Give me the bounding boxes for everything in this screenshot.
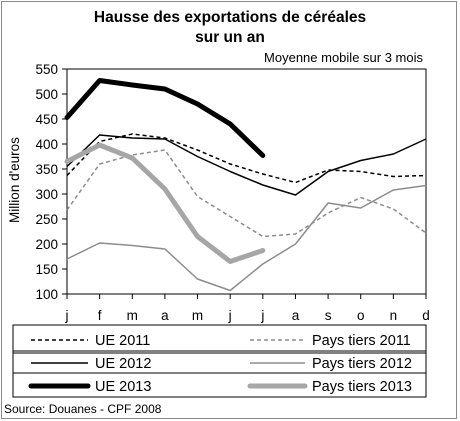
x-tick-label-9: o — [357, 308, 365, 323]
y-tick-label-8: 500 — [35, 87, 58, 102]
legend-row-box-2 — [12, 372, 427, 398]
series-line-pays-tiers-2011 — [66, 149, 427, 238]
chart-source: Source: Douanes - CPF 2008 — [4, 402, 162, 416]
legend-label-ue-2011: UE 2011 — [95, 333, 150, 349]
y-tick-label-4: 300 — [35, 187, 58, 202]
x-tick-label-0: j — [65, 308, 69, 323]
series-line-ue-2011 — [66, 133, 427, 184]
chart-subtitle: Moyenne mobile sur 3 mois — [264, 50, 423, 65]
series-line-pays-tiers-2012 — [66, 184, 427, 292]
y-tick-label-5: 350 — [35, 162, 58, 177]
legend-label-pays-tiers-2011: Pays tiers 2011 — [312, 333, 411, 349]
x-tick-label-11: d — [422, 308, 430, 323]
y-tick-label-3: 250 — [35, 212, 58, 227]
x-tick-label-7: a — [292, 308, 300, 323]
legend-label-ue-2013: UE 2013 — [95, 379, 151, 395]
x-tick-label-4: m — [192, 308, 203, 323]
legend-label-pays-tiers-2012: Pays tiers 2012 — [312, 356, 412, 372]
y-tick-label-2: 200 — [35, 237, 58, 252]
legend-label-ue-2012: UE 2012 — [95, 356, 151, 372]
y-axis-label: Million d'euros — [7, 137, 22, 223]
series-line-ue-2013 — [64, 78, 266, 158]
x-tick-label-3: a — [161, 308, 169, 323]
series-line-ue-2012 — [66, 134, 427, 196]
y-tick-label-1: 150 — [35, 262, 58, 277]
legend: UE 2011 Pays tiers 2011 UE 2012 Pays tiers … — [12, 324, 427, 398]
legend-row-box-0 — [12, 324, 427, 354]
x-tick-label-10: n — [390, 308, 398, 323]
series-line-pays-tiers-2013 — [64, 142, 266, 264]
y-tick-label-6: 400 — [35, 137, 58, 152]
x-tick-label-2: m — [127, 308, 138, 323]
y-tick-label-7: 450 — [35, 112, 58, 127]
y-tick-label-9: 550 — [35, 62, 58, 77]
x-tick-label-6: j — [260, 308, 264, 323]
x-tick-label-5: j — [228, 308, 232, 323]
plot-border — [66, 68, 427, 295]
plot-area: 100 150 200 250 300 350 400 450 500 550 j f m a m j j a s o… — [35, 62, 429, 323]
y-tick-label-0: 100 — [35, 287, 58, 302]
chart-title-line-1: Hausse des exportations de céréales — [94, 9, 366, 26]
x-tick-label-1: f — [98, 308, 102, 323]
x-tick-label-8: s — [325, 308, 332, 323]
legend-label-pays-tiers-2013: Pays tiers 2013 — [312, 379, 412, 395]
chart-title-line-2: sur un an — [195, 29, 265, 46]
